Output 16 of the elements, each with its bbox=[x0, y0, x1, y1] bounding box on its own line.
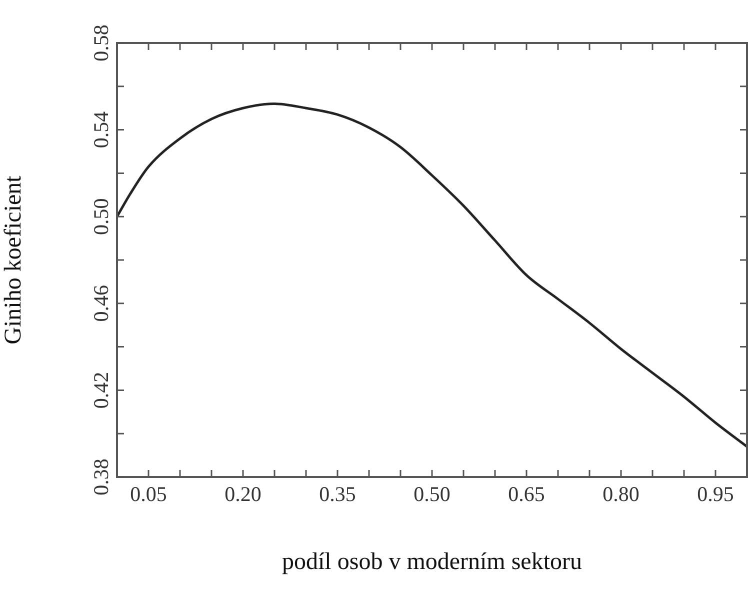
x-axis-title: podíl osob v moderním sektoru bbox=[282, 548, 582, 575]
y-tick-label: 0.54 bbox=[89, 110, 114, 148]
x-tick-label: 0.05 bbox=[130, 482, 167, 506]
x-tick-label: 0.80 bbox=[602, 482, 640, 506]
line-series bbox=[117, 102, 747, 448]
y-tick-label: 0.58 bbox=[89, 24, 114, 62]
x-tick-label: 0.20 bbox=[224, 482, 262, 506]
y-axis-title: Giniho koeficient bbox=[0, 175, 27, 344]
y-tick-label: 0.50 bbox=[89, 198, 114, 235]
x-tick-label: 0.35 bbox=[319, 482, 356, 506]
x-tick-label: 0.65 bbox=[508, 482, 545, 506]
y-tick-label: 0.42 bbox=[89, 372, 114, 409]
y-tick-label: 0.46 bbox=[89, 285, 114, 322]
x-tick-label: 0.95 bbox=[697, 482, 734, 506]
x-tick-label: 0.50 bbox=[414, 482, 450, 506]
y-tick-label: 0.38 bbox=[89, 458, 114, 496]
